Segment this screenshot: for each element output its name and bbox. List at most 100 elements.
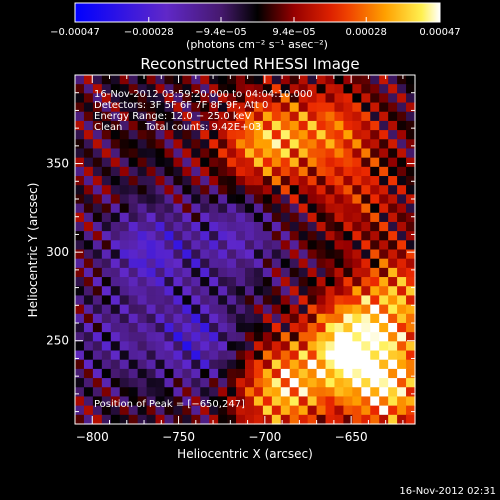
heatmap-cell xyxy=(164,322,175,333)
heatmap-cell xyxy=(388,405,398,416)
colorbar-frame xyxy=(74,2,441,23)
heatmap-cell xyxy=(101,405,112,416)
heatmap-cell xyxy=(271,295,282,306)
heatmap-cell xyxy=(370,139,380,150)
heatmap-cell xyxy=(173,295,183,306)
heatmap-cell xyxy=(101,341,112,352)
footer-timestamp: 16-Nov-2012 02:31 xyxy=(399,486,496,497)
heatmap-cell xyxy=(119,212,130,223)
heatmap-cell xyxy=(128,84,139,94)
heatmap-cell xyxy=(325,322,336,333)
heatmap-cell xyxy=(173,304,183,315)
heatmap-cell xyxy=(361,414,371,425)
heatmap-cell xyxy=(110,322,121,333)
heatmap-cell xyxy=(271,387,282,398)
heatmap-cell xyxy=(370,157,380,168)
heatmap-cell xyxy=(119,120,130,131)
heatmap-cell xyxy=(182,249,192,260)
heatmap-cell xyxy=(101,221,112,232)
heatmap-cell xyxy=(334,212,345,223)
heatmap-cell xyxy=(406,277,416,287)
heatmap-cell xyxy=(271,359,282,370)
heatmap-cell xyxy=(236,139,246,150)
heatmap-cell xyxy=(164,139,175,150)
heatmap-cell xyxy=(209,75,219,85)
heatmap-cell xyxy=(182,102,192,113)
heatmap-cell xyxy=(388,176,398,186)
heatmap-cell xyxy=(253,350,264,361)
heatmap-cell xyxy=(334,258,345,269)
heatmap-cell xyxy=(307,194,318,205)
heatmap-cell xyxy=(253,166,264,177)
heatmap-cell xyxy=(119,405,130,416)
heatmap-cell xyxy=(110,148,121,159)
heatmap-cell xyxy=(307,414,318,425)
heatmap-cell xyxy=(191,313,201,324)
heatmap-cell xyxy=(236,267,246,278)
heatmap-cell xyxy=(262,258,273,269)
heatmap-cell xyxy=(289,102,300,113)
heatmap-cell xyxy=(137,166,148,177)
heatmap-cell xyxy=(75,93,85,104)
heatmap-cell xyxy=(253,102,264,113)
heatmap-cell xyxy=(343,203,353,214)
heatmap-cell xyxy=(388,120,398,131)
heatmap-cell xyxy=(307,396,318,407)
heatmap-cell xyxy=(379,194,389,205)
heatmap-cell xyxy=(307,157,318,168)
heatmap-cell xyxy=(101,277,112,287)
heatmap-cell xyxy=(262,304,273,315)
heatmap-cell xyxy=(119,111,130,122)
heatmap-cell xyxy=(119,194,130,205)
heatmap-cell xyxy=(155,396,166,407)
heatmap-cell xyxy=(388,231,398,241)
heatmap-cell xyxy=(191,221,201,232)
heatmap-cell xyxy=(227,93,237,104)
heatmap-cell xyxy=(245,277,255,287)
heatmap-cell xyxy=(343,304,353,315)
heatmap-cell xyxy=(245,84,255,94)
heatmap-cell xyxy=(83,304,94,315)
heatmap-cell xyxy=(110,387,121,398)
heatmap-cell xyxy=(110,313,121,324)
heatmap-cell xyxy=(137,176,148,186)
heatmap-cell xyxy=(128,258,139,269)
heatmap-cell xyxy=(164,341,175,352)
heatmap-cell xyxy=(298,240,309,251)
heatmap-cell xyxy=(262,378,273,388)
heatmap-cell xyxy=(137,75,148,85)
heatmap-cell xyxy=(280,286,291,297)
heatmap-cell xyxy=(209,378,219,388)
heatmap-cell xyxy=(307,258,318,269)
heatmap-cell xyxy=(271,286,282,297)
heatmap-cell xyxy=(155,221,166,232)
heatmap-cell xyxy=(227,166,237,177)
heatmap-cell xyxy=(75,84,85,94)
heatmap-cell xyxy=(361,286,371,297)
heatmap-cell xyxy=(406,258,416,269)
heatmap-cell xyxy=(379,332,389,342)
heatmap-cell xyxy=(253,322,264,333)
heatmap-cell xyxy=(245,368,255,379)
heatmap-cell xyxy=(280,93,291,104)
heatmap-cell xyxy=(173,277,183,287)
heatmap-cell xyxy=(128,203,139,214)
heatmap-cell xyxy=(119,267,130,278)
heatmap-cell xyxy=(209,148,219,159)
heatmap-cell xyxy=(271,341,282,352)
heatmap-cell xyxy=(289,350,300,361)
heatmap-cell xyxy=(128,332,139,342)
heatmap-cell xyxy=(361,258,371,269)
heatmap-cell xyxy=(298,350,309,361)
heatmap-cell xyxy=(155,304,166,315)
x-axis-label: Heliocentric X (arcsec) xyxy=(177,447,313,461)
heatmap-cell xyxy=(298,359,309,370)
heatmap-cell xyxy=(397,405,407,416)
heatmap-cell xyxy=(218,221,228,232)
heatmap-cell xyxy=(218,240,228,251)
heatmap-cell xyxy=(352,368,362,379)
heatmap-cell xyxy=(236,350,246,361)
heatmap-cell xyxy=(137,130,148,140)
heatmap-cell xyxy=(236,304,246,315)
heatmap-cell xyxy=(289,212,300,223)
